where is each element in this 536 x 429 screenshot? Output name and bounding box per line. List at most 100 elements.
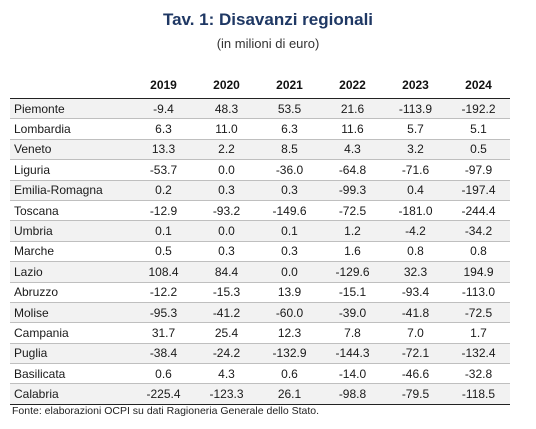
region-name: Lombardia [10, 118, 132, 140]
region-name: Emilia-Romagna [10, 179, 132, 201]
value-cell: -72.1 [384, 342, 447, 364]
table-subtitle: (in milioni di euro) [216, 36, 320, 51]
header-region [10, 72, 132, 99]
region-name: Calabria [10, 383, 132, 405]
header-year: 2024 [465, 78, 492, 92]
header-row: 2019 2020 2021 2022 2023 2024 [10, 72, 510, 99]
value-cell: -113.0 [447, 281, 510, 303]
value-cell: 1.7 [447, 322, 510, 344]
value-cell: 108.4 [132, 261, 195, 283]
value-cell: 6.3 [258, 118, 321, 140]
value-cell: 21.6 [321, 97, 384, 119]
value-cell: -41.8 [384, 301, 447, 323]
value-cell: -95.3 [132, 301, 195, 323]
value-cell: 0.8 [447, 240, 510, 262]
value-cell: -132.4 [447, 342, 510, 364]
value-cell: -24.2 [195, 342, 258, 364]
value-cell: 13.3 [132, 138, 195, 160]
table-row: Umbria 0.1 0.0 0.1 1.2 -4.2 -34.2 [10, 220, 510, 242]
value-cell: 2.2 [195, 138, 258, 160]
value-cell: -99.3 [321, 179, 384, 201]
header-year: 2021 [276, 78, 303, 92]
table-row: Lazio 108.4 84.4 0.0 -129.6 32.3 194.9 [10, 261, 510, 283]
table-body: Piemonte -9.4 48.3 53.5 21.6 -113.9 -192.2 Lomb… [10, 97, 510, 405]
value-cell: 194.9 [447, 261, 510, 283]
value-cell: 5.1 [447, 118, 510, 140]
value-cell: 26.1 [258, 383, 321, 405]
value-cell: 0.5 [447, 138, 510, 160]
value-cell: 25.4 [195, 322, 258, 344]
value-cell: -123.3 [195, 383, 258, 405]
value-cell: 0.6 [258, 363, 321, 384]
value-cell: 1.6 [321, 240, 384, 262]
value-cell: -38.4 [132, 342, 195, 364]
value-cell: -46.6 [384, 363, 447, 384]
value-cell: 0.5 [132, 240, 195, 262]
header-year: 2023 [402, 78, 429, 92]
value-cell: -244.4 [447, 199, 510, 221]
value-cell: -113.9 [384, 97, 447, 119]
value-cell: -60.0 [258, 301, 321, 323]
table-row: Toscana -12.9 -93.2 -149.6 -72.5 -181.0 -244.4 [10, 199, 510, 221]
value-cell: -39.0 [321, 301, 384, 323]
value-cell: 6.3 [132, 118, 195, 140]
value-cell: -9.4 [132, 97, 195, 119]
table-row: Lombardia 6.3 11.0 6.3 11.6 5.7 5.1 [10, 118, 510, 140]
value-cell: 0.6 [132, 363, 195, 384]
table-row: Abruzzo -12.2 -15.3 13.9 -15.1 -93.4 -113.0 [10, 281, 510, 303]
value-cell: -64.8 [321, 159, 384, 181]
value-cell: -98.8 [321, 383, 384, 405]
value-cell: 1.2 [321, 220, 384, 242]
value-cell: 0.1 [132, 220, 195, 242]
value-cell: -72.5 [321, 199, 384, 221]
table-row: Emilia-Romagna 0.2 0.3 0.3 -99.3 0.4 -197.4 [10, 179, 510, 201]
region-name: Basilicata [10, 363, 132, 384]
source-note: Fonte: elaborazioni OCPI su dati Ragione… [12, 405, 320, 417]
header-year: 2020 [213, 78, 240, 92]
value-cell: 0.8 [384, 240, 447, 262]
region-name: Toscana [10, 199, 132, 221]
value-cell: -15.1 [321, 281, 384, 303]
table-row: Marche 0.5 0.3 0.3 1.6 0.8 0.8 [10, 240, 510, 262]
value-cell: -97.9 [447, 159, 510, 181]
value-cell: -41.2 [195, 301, 258, 323]
value-cell: 4.3 [321, 138, 384, 160]
region-name: Umbria [10, 220, 132, 242]
region-name: Piemonte [10, 97, 132, 119]
table-row: Calabria -225.4 -123.3 26.1 -98.8 -79.5 -118.5 [10, 383, 510, 405]
table-row: Molise -95.3 -41.2 -60.0 -39.0 -41.8 -72.5 [10, 301, 510, 323]
value-cell: 0.0 [195, 220, 258, 242]
header-year: 2022 [339, 78, 366, 92]
value-cell: -72.5 [447, 301, 510, 323]
value-cell: 0.0 [258, 261, 321, 283]
value-cell: -197.4 [447, 179, 510, 201]
header-year: 2019 [150, 78, 177, 92]
value-cell: -149.6 [258, 199, 321, 221]
region-name: Liguria [10, 159, 132, 181]
value-cell: -181.0 [384, 199, 447, 221]
region-name: Veneto [10, 138, 132, 160]
value-cell: -36.0 [258, 159, 321, 181]
value-cell: -129.6 [321, 261, 384, 283]
value-cell: 0.3 [258, 240, 321, 262]
value-cell: -93.4 [384, 281, 447, 303]
value-cell: 11.6 [321, 118, 384, 140]
table-row: Campania 31.7 25.4 12.3 7.8 7.0 1.7 [10, 322, 510, 344]
value-cell: 7.8 [321, 322, 384, 344]
table-row: Puglia -38.4 -24.2 -132.9 -144.3 -72.1 -132.4 [10, 342, 510, 364]
value-cell: 0.2 [132, 179, 195, 201]
value-cell: 84.4 [195, 261, 258, 283]
value-cell: 13.9 [258, 281, 321, 303]
value-cell: -4.2 [384, 220, 447, 242]
table-row: Basilicata 0.6 4.3 0.6 -14.0 -46.6 -32.8 [10, 363, 510, 384]
value-cell: 12.3 [258, 322, 321, 344]
value-cell: -71.6 [384, 159, 447, 181]
value-cell: 31.7 [132, 322, 195, 344]
region-name: Puglia [10, 342, 132, 364]
value-cell: -32.8 [447, 363, 510, 384]
region-name: Abruzzo [10, 281, 132, 303]
region-name: Marche [10, 240, 132, 262]
value-cell: -53.7 [132, 159, 195, 181]
value-cell: -118.5 [447, 383, 510, 405]
value-cell: -14.0 [321, 363, 384, 384]
